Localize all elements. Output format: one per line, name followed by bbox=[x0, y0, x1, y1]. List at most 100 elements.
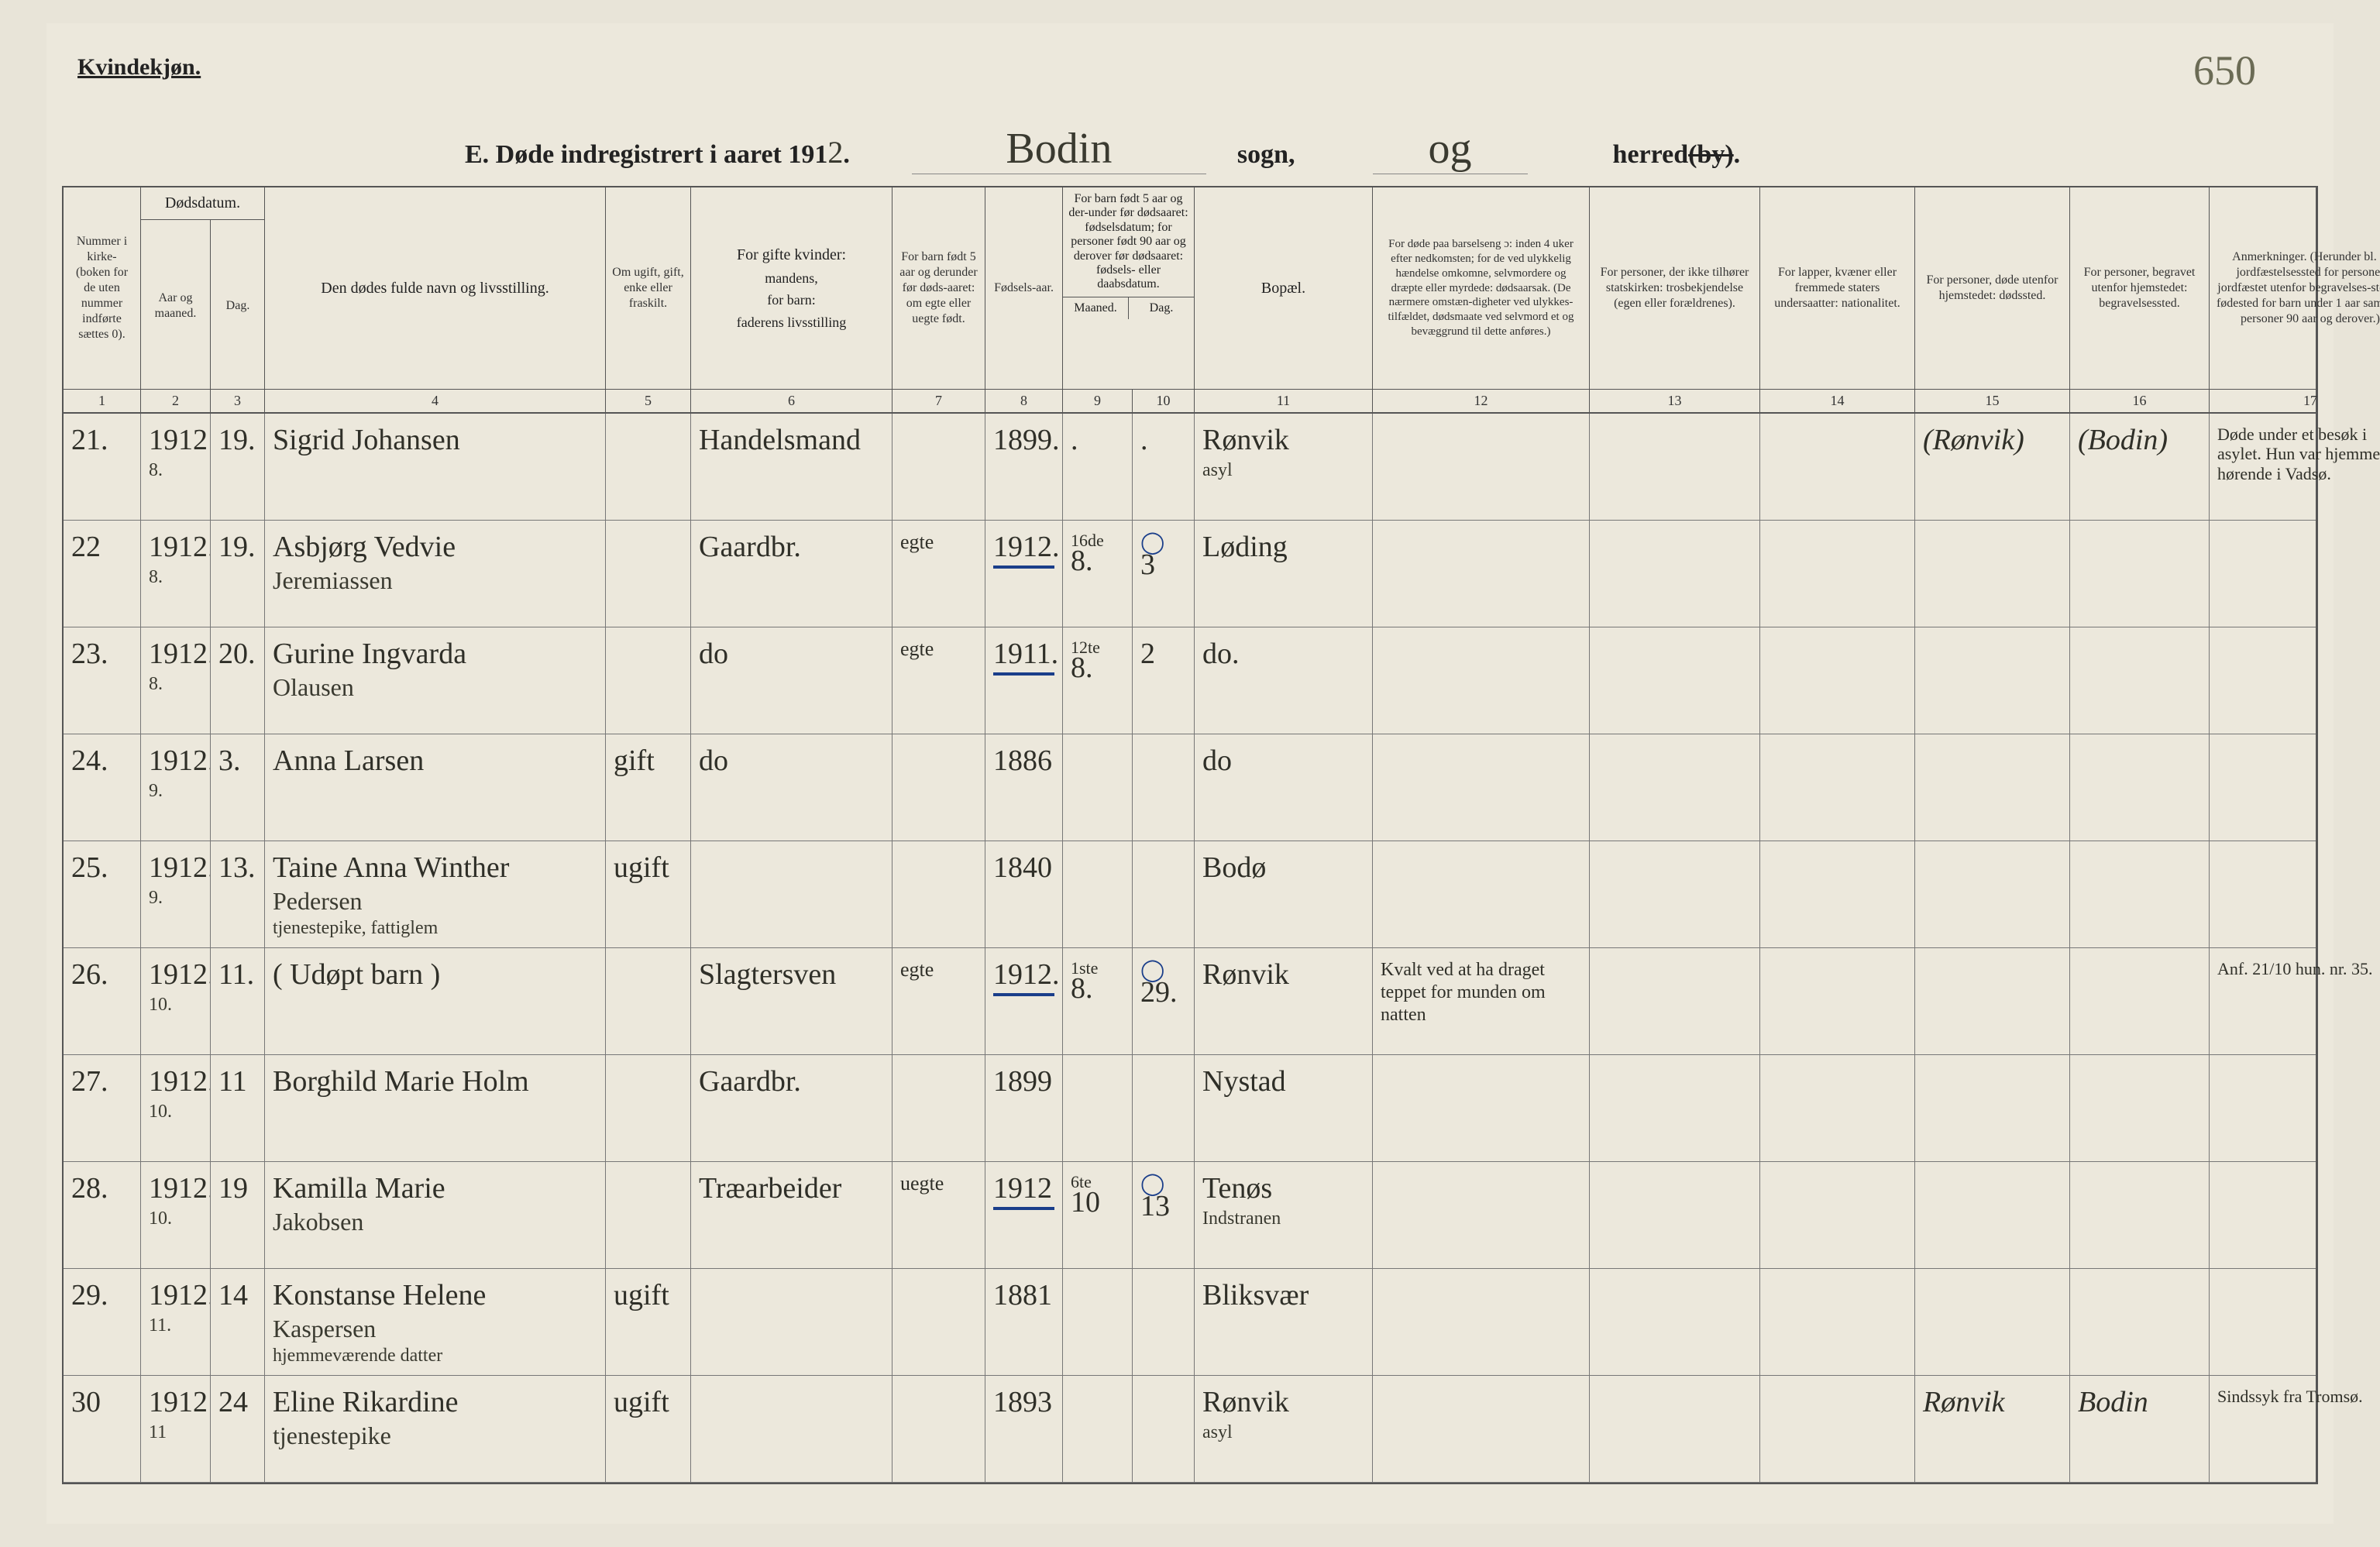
cell: 6te10 bbox=[1063, 1162, 1133, 1268]
col-header-4: Den dødes fulde navn og livsstilling. bbox=[265, 187, 606, 389]
table-row: 24.1912.9.3.Anna Larsengiftdo1886do bbox=[64, 734, 2316, 841]
col-header-1: Nummer i kirke- (boken for de uten numme… bbox=[64, 187, 141, 389]
herred-value: og bbox=[1373, 124, 1528, 174]
cell: (Rønvik) bbox=[1915, 414, 2070, 520]
cell bbox=[1760, 521, 1915, 627]
cell: 19. bbox=[211, 521, 265, 627]
title-line: E. Døde indregistrert i aaret 191 2 . Bo… bbox=[46, 124, 2334, 174]
cell bbox=[892, 734, 985, 841]
cell: egte bbox=[892, 521, 985, 627]
cell: do. bbox=[1195, 627, 1373, 734]
cell bbox=[1133, 734, 1195, 841]
col-header-14: For lapper, kvæner eller fremmede stater… bbox=[1760, 187, 1915, 389]
cell: TenøsIndstranen bbox=[1195, 1162, 1373, 1268]
cell bbox=[1373, 1376, 1590, 1482]
column-numbers-row: 1 2 3 4 5 6 7 8 9 10 11 12 13 14 15 16 1… bbox=[64, 390, 2316, 414]
col-header-6: For gifte kvinder: mandens, for barn: fa… bbox=[691, 187, 892, 389]
col-header-8: Fødsels-aar. bbox=[985, 187, 1063, 389]
cell bbox=[1590, 841, 1760, 947]
cell bbox=[1915, 734, 2070, 841]
table-row: 28.1912.10.19Kamilla MarieJakobsenTræarb… bbox=[64, 1162, 2316, 1269]
cell bbox=[1760, 1269, 1915, 1375]
cell bbox=[1063, 734, 1133, 841]
gender-label: Kvindekjøn. bbox=[77, 54, 201, 81]
cell bbox=[2070, 1162, 2210, 1268]
cell: 24 bbox=[211, 1376, 265, 1482]
cell: Kvalt ved at ha draget teppet for munden… bbox=[1373, 948, 1590, 1054]
cell bbox=[1063, 1269, 1133, 1375]
cell bbox=[1915, 627, 2070, 734]
cell: Anf. 21/10 hun. nr. 35. bbox=[2210, 948, 2380, 1054]
cell: Sigrid Johansen bbox=[265, 414, 606, 520]
cell: 29. bbox=[64, 1269, 141, 1375]
cell bbox=[1590, 414, 1760, 520]
cell bbox=[1590, 521, 1760, 627]
table-row: 26.1912.10.11.( Udøpt barn )Slagtersvene… bbox=[64, 948, 2316, 1055]
cell bbox=[892, 1376, 985, 1482]
cell: 1912. bbox=[985, 948, 1063, 1054]
cell bbox=[2210, 1055, 2380, 1161]
cell: 1912.11. bbox=[141, 1269, 211, 1375]
col-header-11: Bopæl. bbox=[1195, 187, 1373, 389]
cell: ◯13 bbox=[1133, 1162, 1195, 1268]
ledger-page: Kvindekjøn. 650 E. Døde indregistrert i … bbox=[46, 23, 2334, 1524]
herred-period: . bbox=[1734, 140, 1741, 170]
cell bbox=[2070, 627, 2210, 734]
cell: 16de8. bbox=[1063, 521, 1133, 627]
cell: Træarbeider bbox=[691, 1162, 892, 1268]
cell: Anna Larsen bbox=[265, 734, 606, 841]
cell: 22 bbox=[64, 521, 141, 627]
cell bbox=[1373, 1269, 1590, 1375]
cell: 1912 bbox=[985, 1162, 1063, 1268]
cell: 1893 bbox=[985, 1376, 1063, 1482]
cell: 1912.9. bbox=[141, 841, 211, 947]
cell: . bbox=[1063, 414, 1133, 520]
cell bbox=[1590, 1055, 1760, 1161]
cell bbox=[1760, 1376, 1915, 1482]
cell bbox=[1760, 734, 1915, 841]
cell: egte bbox=[892, 948, 985, 1054]
cell: ugift bbox=[606, 841, 691, 947]
cell: 1881 bbox=[985, 1269, 1063, 1375]
cell bbox=[1063, 841, 1133, 947]
col-header-16: For personer, begravet utenfor hjemstede… bbox=[2070, 187, 2210, 389]
by-struck: (by) bbox=[1688, 140, 1734, 170]
cell bbox=[1063, 1055, 1133, 1161]
cell bbox=[1915, 1055, 2070, 1161]
cell: Kamilla MarieJakobsen bbox=[265, 1162, 606, 1268]
cell: Døde under et besøk i asylet. Hun var hj… bbox=[2210, 414, 2380, 520]
cell bbox=[1373, 1055, 1590, 1161]
cell bbox=[2210, 734, 2380, 841]
cell: 1912.10. bbox=[141, 948, 211, 1054]
cell: 27. bbox=[64, 1055, 141, 1161]
cell: 21. bbox=[64, 414, 141, 520]
cell bbox=[1915, 948, 2070, 1054]
ledger-table: Nummer i kirke- (boken for de uten numme… bbox=[62, 186, 2318, 1484]
cell: Bliksvær bbox=[1195, 1269, 1373, 1375]
cell bbox=[606, 1055, 691, 1161]
cell: (Bodin) bbox=[2070, 414, 2210, 520]
cell bbox=[1915, 1269, 2070, 1375]
cell: 191211 bbox=[141, 1376, 211, 1482]
sogn-label: sogn, bbox=[1237, 140, 1295, 170]
cell: Rønvik bbox=[1915, 1376, 2070, 1482]
cell bbox=[1760, 1162, 1915, 1268]
cell: 19 bbox=[211, 1162, 265, 1268]
cell: . bbox=[1133, 414, 1195, 520]
cell: 14 bbox=[211, 1269, 265, 1375]
col-header-2-3: Dødsdatum. Aar og maaned. Dag. bbox=[141, 187, 265, 389]
cell bbox=[2210, 521, 2380, 627]
cell bbox=[1760, 841, 1915, 947]
cell: 1886 bbox=[985, 734, 1063, 841]
cell bbox=[2070, 521, 2210, 627]
cell: egte bbox=[892, 627, 985, 734]
cell bbox=[1915, 521, 2070, 627]
cell: 28. bbox=[64, 1162, 141, 1268]
col-header-7: For barn født 5 aar og derunder før døds… bbox=[892, 187, 985, 389]
col-header-5: Om ugift, gift, enke eller fraskilt. bbox=[606, 187, 691, 389]
cell: do bbox=[691, 627, 892, 734]
cell: 1899. bbox=[985, 414, 1063, 520]
cell bbox=[606, 521, 691, 627]
cell: Asbjørg VedvieJeremiassen bbox=[265, 521, 606, 627]
cell: Eline Rikardinetjenestepike bbox=[265, 1376, 606, 1482]
